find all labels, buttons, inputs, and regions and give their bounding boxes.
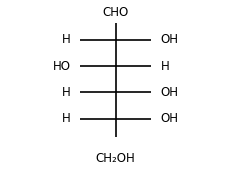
Text: CHO: CHO [102, 6, 129, 19]
Text: OH: OH [161, 112, 179, 125]
Text: H: H [62, 112, 70, 125]
Text: H: H [161, 60, 169, 73]
Text: CH₂OH: CH₂OH [96, 152, 135, 165]
Text: H: H [62, 33, 70, 46]
Text: OH: OH [161, 33, 179, 46]
Text: HO: HO [52, 60, 70, 73]
Text: OH: OH [161, 86, 179, 99]
Text: H: H [62, 86, 70, 99]
